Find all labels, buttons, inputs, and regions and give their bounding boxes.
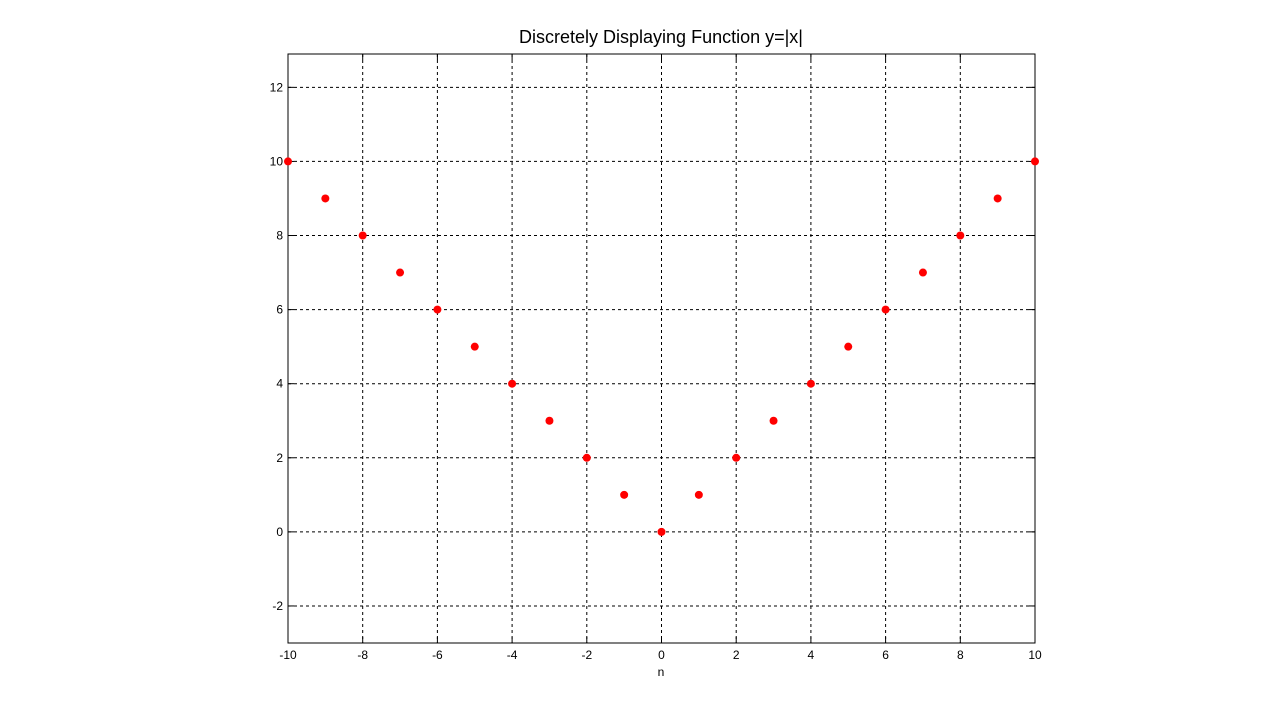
data-point xyxy=(321,194,330,203)
data-point xyxy=(620,490,629,499)
data-point xyxy=(732,453,741,462)
x-tick-label: 8 xyxy=(957,648,964,662)
y-tick-label: 12 xyxy=(270,80,284,94)
chart-title: Discretely Displaying Function y=|x| xyxy=(519,27,803,47)
x-tick-label: -4 xyxy=(507,648,518,662)
data-point xyxy=(844,342,853,351)
data-markers xyxy=(284,157,1039,536)
data-point xyxy=(769,416,778,425)
y-tick-label: 0 xyxy=(276,525,283,539)
x-tick-label: 4 xyxy=(808,648,815,662)
axes-frame xyxy=(287,53,1036,644)
x-tick-label: -8 xyxy=(357,648,368,662)
data-point xyxy=(881,305,890,314)
x-tick-label: -2 xyxy=(581,648,592,662)
data-point xyxy=(956,231,965,240)
y-tick-label: 4 xyxy=(276,377,283,391)
data-point xyxy=(582,453,591,462)
data-point xyxy=(470,342,479,351)
y-tick-label: 8 xyxy=(276,229,283,243)
data-point xyxy=(396,268,405,277)
data-point xyxy=(993,194,1002,203)
data-point xyxy=(806,379,815,388)
data-point xyxy=(433,305,442,314)
data-point xyxy=(1031,157,1039,166)
tick-labels: -10 -8 -6 -4 -2 0 2 4 6 8 10 -2 0 2 4 6 8 10 12 xyxy=(270,80,1042,662)
x-tick-label: 2 xyxy=(733,648,740,662)
data-point xyxy=(694,490,703,499)
y-tick-label: 10 xyxy=(270,154,284,168)
y-tick-label: -2 xyxy=(272,599,283,613)
axis-ticks xyxy=(287,54,1036,643)
x-tick-label: -6 xyxy=(432,648,443,662)
data-point xyxy=(918,268,927,277)
y-tick-label: 6 xyxy=(276,303,283,317)
data-point xyxy=(657,527,666,536)
data-point xyxy=(545,416,554,425)
x-tick-label: 6 xyxy=(882,648,889,662)
x-tick-label: 10 xyxy=(1028,648,1042,662)
x-tick-label: -10 xyxy=(279,648,297,662)
x-axis-label: n xyxy=(658,665,665,679)
y-tick-label: 2 xyxy=(276,451,283,465)
data-point xyxy=(508,379,517,388)
data-point xyxy=(284,157,292,166)
data-point xyxy=(358,231,367,240)
x-tick-label: 0 xyxy=(658,648,665,662)
